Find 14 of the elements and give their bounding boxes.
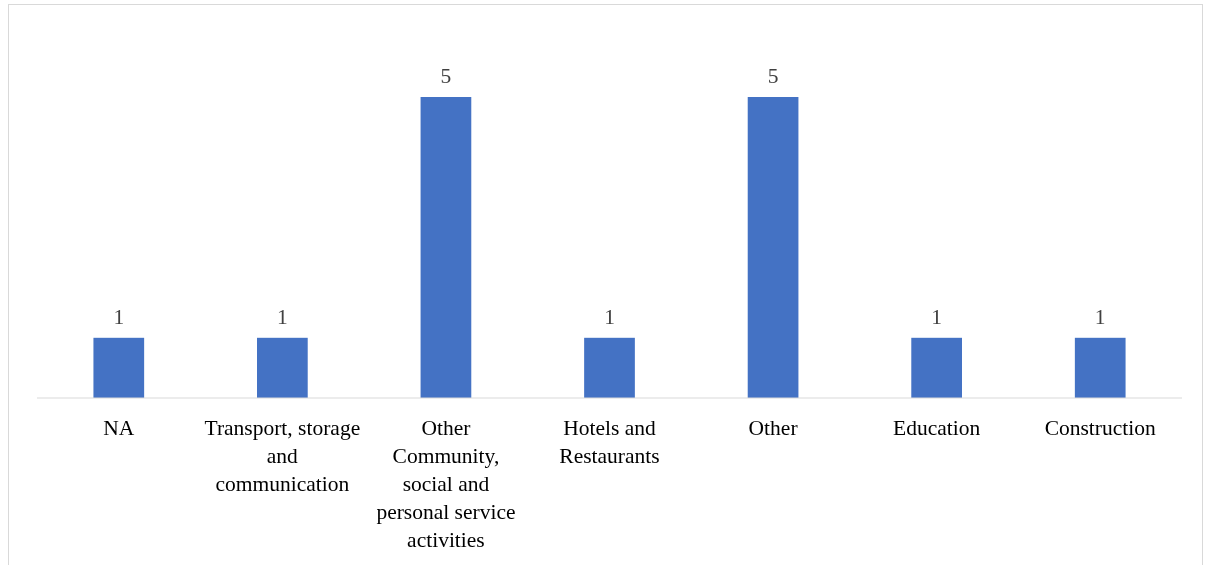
x-tick-label: NA — [103, 416, 135, 440]
x-tick-label: Hotels and Restaurants — [559, 416, 660, 468]
data-label: 1 — [276, 304, 288, 329]
data-label: 5 — [767, 64, 779, 88]
data-label: 5 — [440, 64, 452, 88]
x-tick-label: Construction — [1044, 416, 1156, 440]
x-tick-label: Education — [893, 416, 981, 440]
x-tick-label: Other — [748, 416, 798, 440]
x-tick-label: Transport, storage and communication — [204, 416, 361, 496]
x-tick-label: Other Community, social and personal service activities — [376, 416, 516, 552]
data-label: 1 — [931, 304, 943, 329]
data-label: 1 — [604, 304, 615, 329]
data-label: 1 — [113, 304, 125, 329]
data-label: 1 — [1094, 304, 1106, 329]
